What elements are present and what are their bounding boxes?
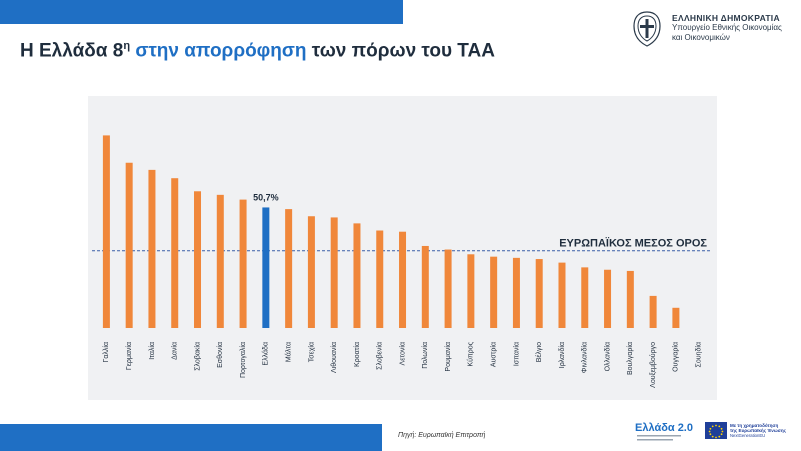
category-label-11: Κροατία	[353, 342, 361, 367]
bar-1	[125, 162, 133, 328]
page-title: Η Ελλάδα 8η στην απορρόφηση των πόρων το…	[20, 40, 495, 62]
bar-5	[216, 194, 224, 328]
eu-nextgeneration-logo: Με τη χρηματοδότηση της Ευρωπαϊκής Ένωση…	[705, 422, 787, 439]
eu-text-line3: NextGenerationEU	[730, 433, 765, 438]
ministry-line2: και Οικονομικών	[672, 33, 730, 42]
bar-7	[262, 207, 270, 328]
ministry-text: ΕΛΛΗΝΙΚΗ ΔΗΜΟΚΡΑΤΙΑ Υπουργείο Εθνικής Οι…	[672, 13, 782, 43]
chart-panel: ΕΥΡΩΠΑΪΚΟΣ ΜΕΣΟΣ ΟΡΟΣ Γαλλία Γερμανία Ιταλί…	[88, 96, 717, 400]
bar-23	[626, 270, 634, 328]
category-label-20: Ιρλανδία	[558, 342, 566, 368]
category-label-14: Πολωνία	[421, 342, 429, 369]
category-label-8: Μάλτα	[284, 342, 292, 362]
category-label-15: Ρουμανία	[444, 342, 452, 372]
bar-25	[672, 307, 680, 328]
bar-11	[353, 223, 361, 328]
bar-16	[467, 254, 475, 328]
bar-17	[490, 256, 498, 328]
category-label-1: Γερμανία	[125, 342, 133, 370]
bar-22	[604, 269, 612, 328]
bar-20	[558, 262, 566, 328]
greece-2-0-text: Ελλάδα 2.0	[635, 422, 693, 434]
source-note: Πηγή: Ευρωπαϊκή Επιτροπή	[398, 432, 486, 439]
bar-18	[512, 257, 520, 328]
ministry-logo: ΕΛΛΗΝΙΚΗ ΔΗΜΟΚΡΑΤΙΑ Υπουργείο Εθνικής Οι…	[630, 10, 795, 50]
category-label-21: Φινλανδία	[581, 342, 589, 373]
category-label-24: Λουξεμβούργο	[649, 342, 657, 388]
top-accent-bar	[0, 0, 403, 24]
category-label-7: Ελλάδα	[262, 342, 270, 366]
category-label-25: Ουγγαρία	[672, 342, 680, 372]
greek-coat-of-arms-icon	[633, 11, 661, 47]
bar-12	[376, 230, 384, 328]
bottom-accent-bar	[0, 424, 382, 451]
bar-14	[421, 245, 429, 328]
category-label-0: Γαλλία	[102, 342, 110, 363]
category-label-26: Σουηδία	[695, 342, 703, 367]
category-label-16: Κύπρος	[467, 341, 475, 366]
category-label-9: Τσεχία	[307, 342, 315, 362]
category-label-23: Βουλγαρία	[626, 342, 634, 375]
eu-flag-icon	[705, 422, 727, 439]
highlight-value-label: 50,7%	[253, 192, 279, 202]
category-label-10: Λιθουανία	[330, 342, 338, 373]
ministry-line1: Υπουργείο Εθνικής Οικονομίας	[672, 23, 782, 32]
bar-24	[649, 295, 657, 328]
bar-21	[581, 267, 589, 328]
bar-13	[399, 231, 407, 328]
category-label-12: Σλοβενία	[376, 342, 384, 370]
greece-2-0-logo: Ελλάδα 2.0	[635, 422, 693, 441]
bar-8	[285, 209, 293, 328]
ministry-head: ΕΛΛΗΝΙΚΗ ΔΗΜΟΚΡΑΤΙΑ	[672, 13, 780, 23]
category-label-2: Ιταλία	[148, 342, 156, 360]
eu-text-line2: της Ευρωπαϊκής Ένωσης	[730, 428, 787, 434]
category-label-3: Δανία	[171, 342, 179, 360]
eu-text-line1: Με τη χρηματοδότηση	[730, 423, 779, 428]
bar-19	[535, 259, 543, 328]
bar-3	[171, 178, 179, 328]
bar-2	[148, 169, 156, 328]
category-label-6: Πορτογαλία	[239, 342, 247, 378]
category-label-13: Λετονία	[398, 342, 406, 365]
bar-15	[444, 249, 452, 328]
bar-6	[239, 199, 247, 328]
average-label: ΕΥΡΩΠΑΪΚΟΣ ΜΕΣΟΣ ΟΡΟΣ	[559, 237, 707, 250]
bar-chart: ΕΥΡΩΠΑΪΚΟΣ ΜΕΣΟΣ ΟΡΟΣ Γαλλία Γερμανία Ιταλί…	[92, 135, 710, 388]
category-label-19: Βέλγιο	[535, 342, 543, 362]
bar-4	[194, 191, 202, 328]
category-label-18: Ισπανία	[512, 342, 520, 366]
bar-9	[307, 216, 315, 328]
category-label-4: Σλοβακία	[193, 342, 201, 371]
bar-10	[330, 217, 338, 328]
category-label-22: Ολλανδία	[603, 342, 611, 371]
category-label-5: Εσθονία	[216, 342, 224, 368]
bar-0	[102, 135, 110, 328]
category-label-17: Αυστρία	[489, 342, 497, 367]
